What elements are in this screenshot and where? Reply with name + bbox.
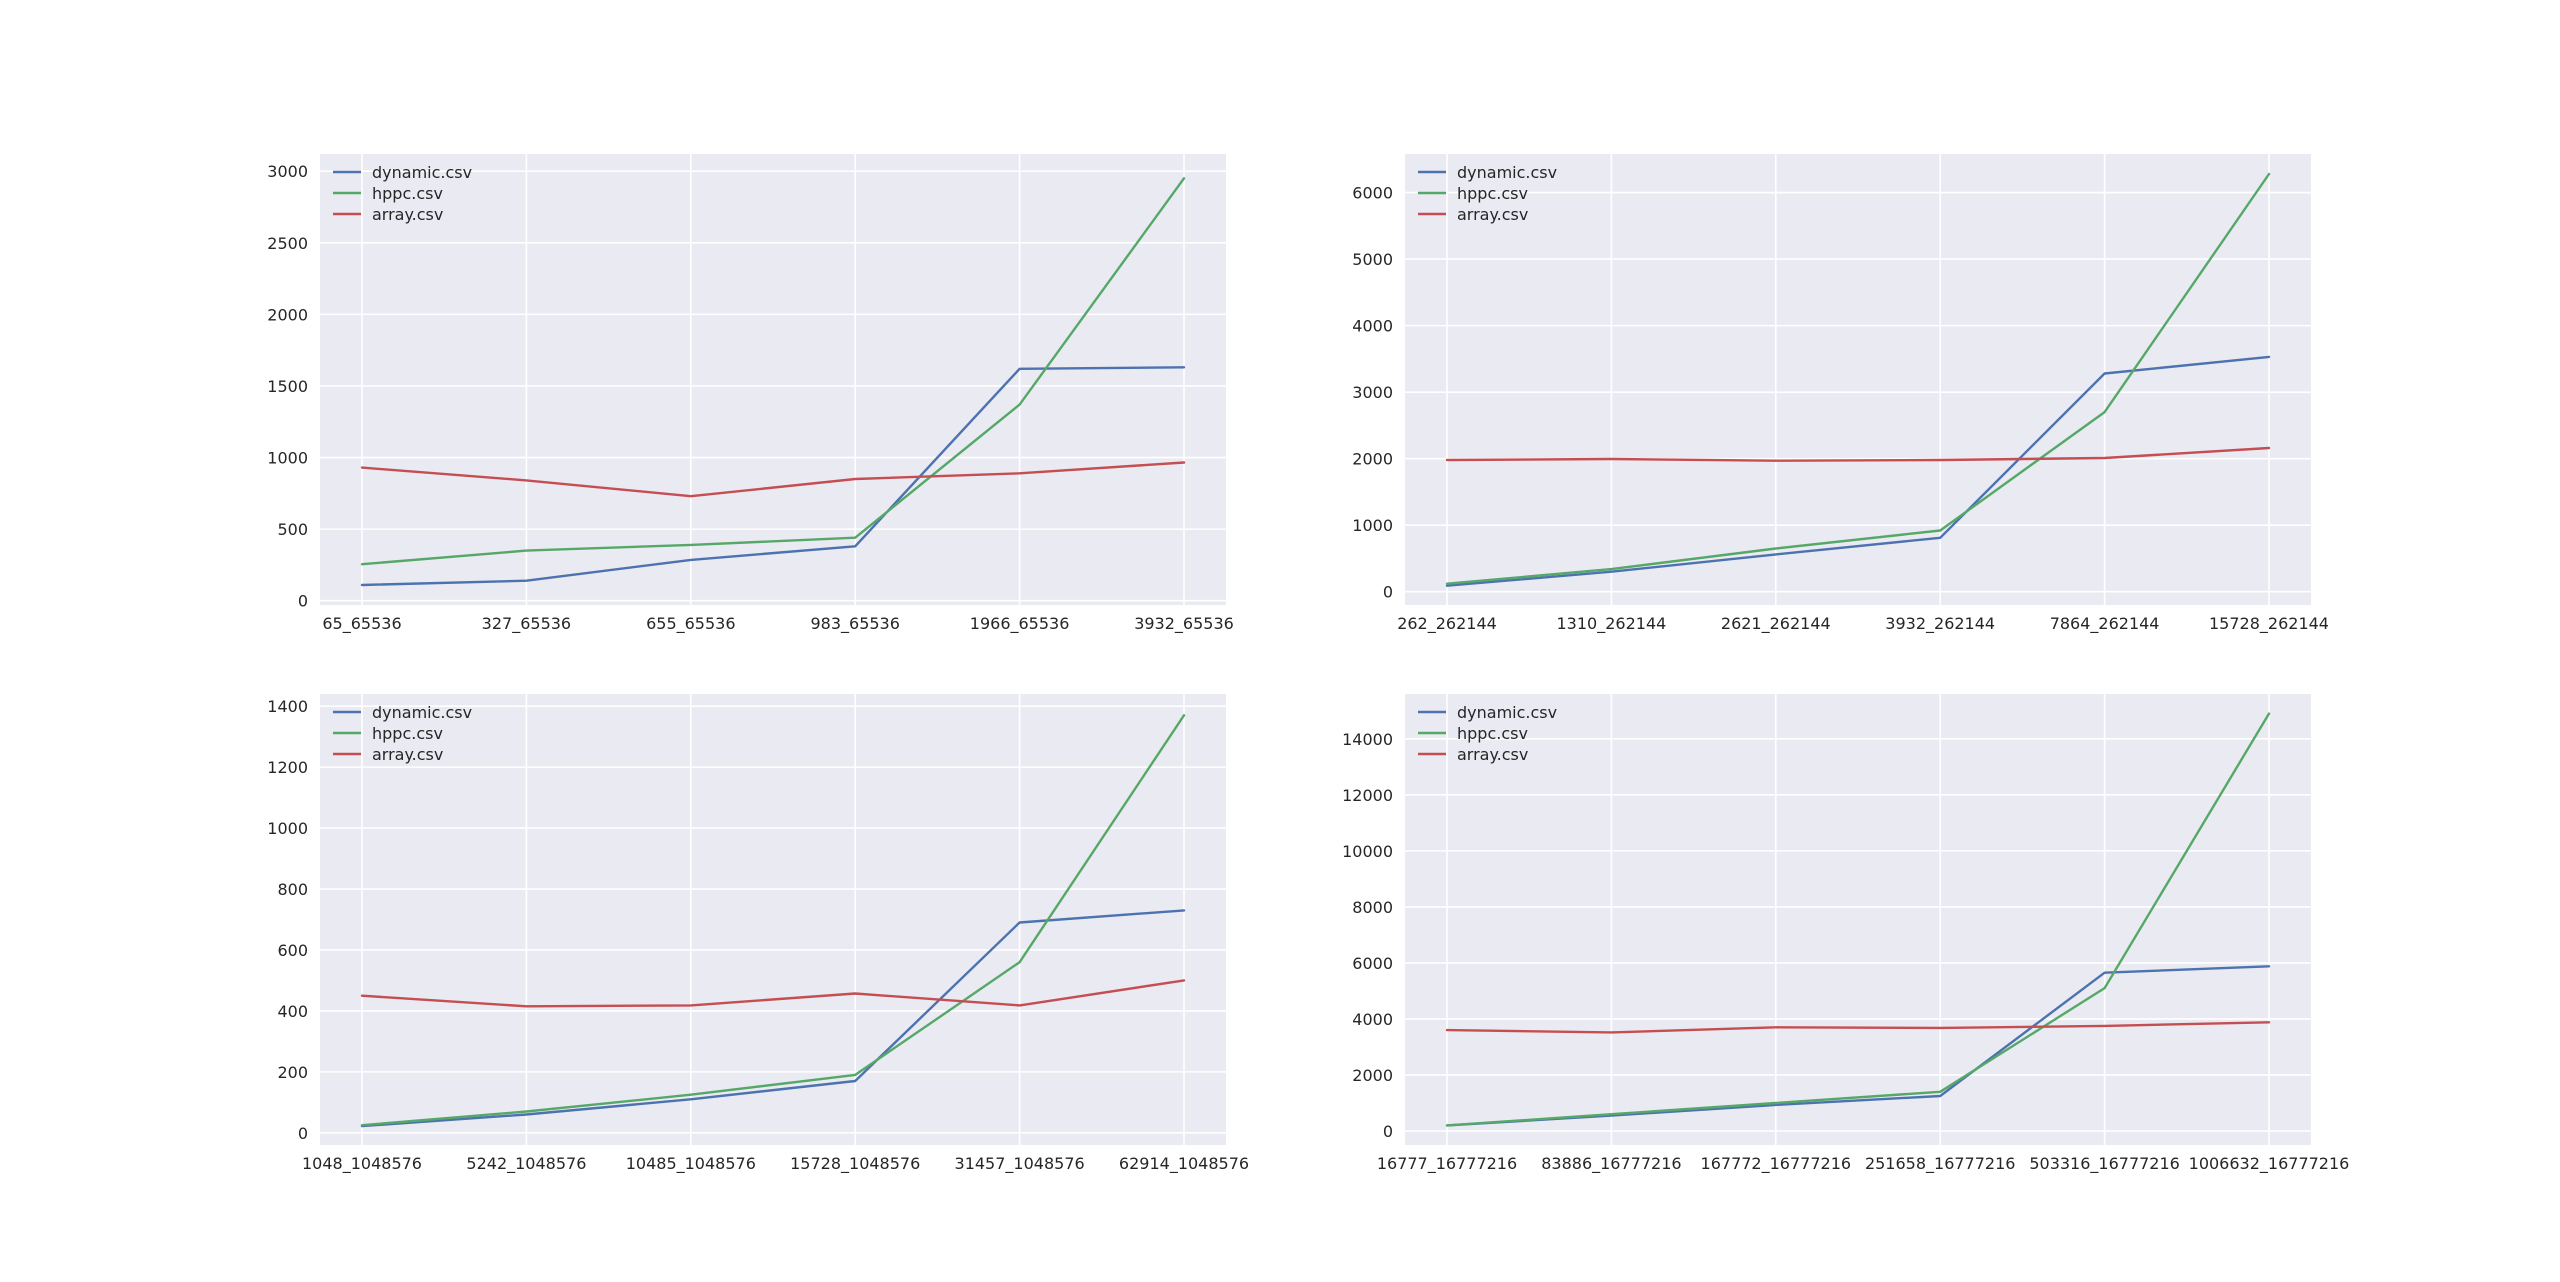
y-tick-label: 14000 [1342,730,1393,749]
y-tick-label: 8000 [1352,898,1393,917]
x-tick-label: 10485_1048576 [626,1154,756,1174]
y-tick-label: 4000 [1352,1010,1393,1029]
legend-label: array.csv [1457,205,1528,224]
legend-label: dynamic.csv [1457,163,1557,182]
y-tick-label: 0 [1383,1122,1393,1141]
x-tick-label: 5242_1048576 [466,1154,586,1174]
x-tick-label: 65_65536 [322,614,401,634]
x-tick-label: 1048_1048576 [302,1154,422,1174]
plot-area [1405,154,2311,605]
x-tick-label: 83886_16777216 [1541,1154,1681,1174]
x-tick-label: 655_65536 [646,614,735,634]
y-tick-label: 2500 [267,234,308,253]
y-tick-label: 0 [298,592,308,611]
x-tick-label: 503316_16777216 [2029,1154,2180,1174]
y-tick-label: 12000 [1342,786,1393,805]
y-tick-label: 500 [277,520,308,539]
subplot-4: 16777_16777216 83886_16777216 167772_16777… [1342,694,2349,1174]
x-tick-label: 262_262144 [1397,614,1497,634]
y-tick-label: 1500 [267,377,308,396]
y-tick-label: 6000 [1352,954,1393,973]
x-tick-label: 15728_1048576 [790,1154,920,1174]
y-tick-label: 200 [277,1063,308,1082]
y-tick-label: 600 [277,941,308,960]
y-tick-label: 0 [1383,583,1393,602]
x-tick-label: 1966_65536 [970,614,1070,634]
series-line-hppc-csv [1445,712,2271,1127]
plot-area [320,694,1226,1145]
x-tick-label: 327_65536 [482,614,571,634]
plot-area [1405,694,2311,1145]
legend-label: hppc.csv [1457,724,1528,743]
subplot-3: 1048_1048576 5242_1048576 10485_1048576 157… [267,694,1249,1174]
x-tick-label: 16777_16777216 [1377,1154,1517,1174]
legend-label: array.csv [372,745,443,764]
series-line-array-csv [1445,446,2271,462]
series-line-array-csv [360,979,1186,1008]
y-tick-label: 5000 [1352,250,1393,269]
x-tick-label: 983_65536 [810,614,899,634]
legend-label: array.csv [1457,745,1528,764]
legend: dynamic.csv hppc.csv array.csv [1418,703,1557,764]
legend-label: dynamic.csv [372,163,472,182]
x-tick-label: 15728_262144 [2209,614,2329,634]
plot-area [320,154,1226,605]
series-line-hppc-csv [360,177,1186,566]
y-tick-label: 6000 [1352,184,1393,203]
y-tick-label: 2000 [267,305,308,324]
subplot-2: 262_262144 1310_262144 2621_262144 3932_262… [1352,154,2329,634]
legend: dynamic.csv hppc.csv array.csv [1418,163,1557,224]
y-tick-label: 2000 [1352,1066,1393,1085]
x-tick-label: 31457_1048576 [955,1154,1085,1174]
y-tick-label: 10000 [1342,842,1393,861]
legend: dynamic.csv hppc.csv array.csv [333,163,472,224]
legend: dynamic.csv hppc.csv array.csv [333,703,472,764]
x-tick-label: 1310_262144 [1557,614,1667,634]
x-tick-label: 62914_1048576 [1119,1154,1249,1174]
y-tick-label: 3000 [1352,383,1393,402]
series-line-array-csv [1445,1021,2271,1034]
y-tick-label: 400 [277,1002,308,1021]
legend-label: array.csv [372,205,443,224]
y-tick-label: 1200 [267,758,308,777]
subplot-1: 65_65536 327_65536 655_65536 983_65536 1966_… [267,154,1234,634]
legend-label: hppc.csv [372,724,443,743]
y-tick-label: 0 [298,1124,308,1143]
legend-label: hppc.csv [1457,184,1528,203]
x-tick-label: 7864_262144 [2050,614,2160,634]
x-tick-label: 167772_16777216 [1701,1154,1852,1174]
y-tick-label: 4000 [1352,317,1393,336]
x-tick-label: 3932_262144 [1885,614,1995,634]
x-tick-label: 3932_65536 [1134,614,1234,634]
y-tick-label: 2000 [1352,450,1393,469]
x-tick-label: 251658_16777216 [1865,1154,2016,1174]
x-tick-label: 2621_262144 [1721,614,1831,634]
series-line-array-csv [360,461,1186,498]
legend-label: hppc.csv [372,184,443,203]
y-tick-label: 1000 [267,819,308,838]
y-tick-label: 3000 [267,162,308,181]
legend-label: dynamic.csv [1457,703,1557,722]
series-line-hppc-csv [1445,172,2271,585]
legend-label: dynamic.csv [372,703,472,722]
y-tick-label: 1000 [267,449,308,468]
x-tick-label: 1006632_16777216 [2189,1154,2350,1174]
y-tick-label: 800 [277,880,308,899]
y-tick-label: 1000 [1352,516,1393,535]
series-line-hppc-csv [360,714,1186,1127]
y-tick-label: 1400 [267,697,308,716]
